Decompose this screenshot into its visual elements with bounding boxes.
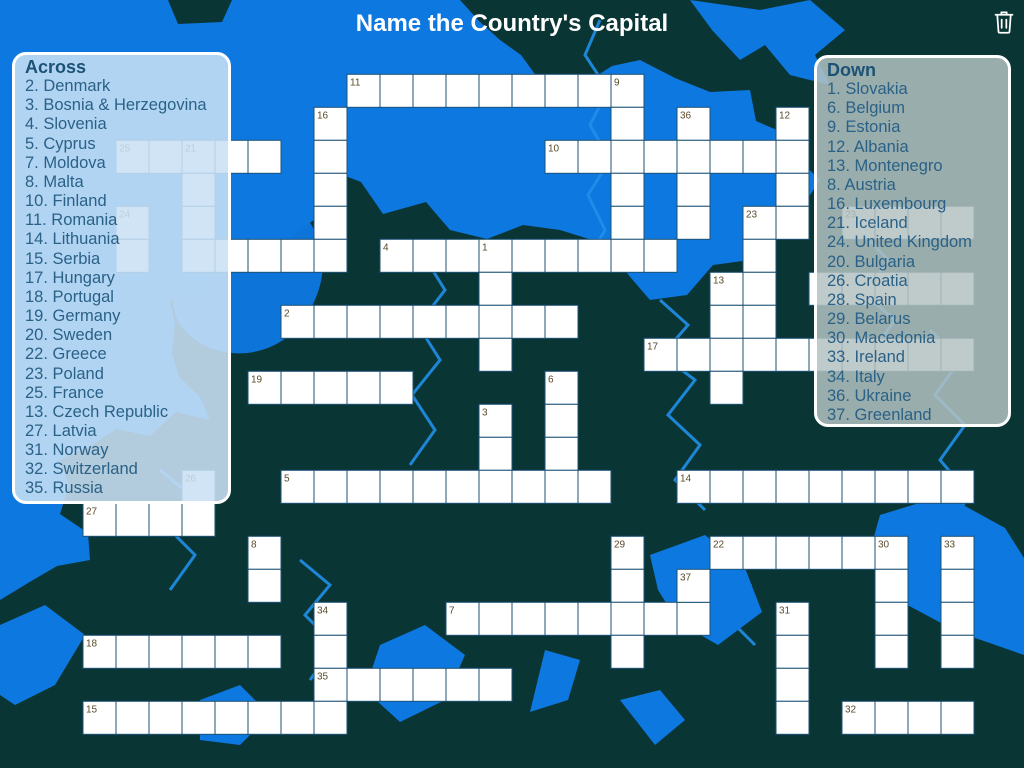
- svg-text:4: 4: [383, 242, 389, 253]
- svg-text:7: 7: [449, 605, 455, 616]
- svg-text:17: 17: [647, 341, 659, 352]
- svg-text:18: 18: [86, 638, 98, 649]
- svg-text:37: 37: [680, 572, 692, 583]
- svg-text:15: 15: [86, 704, 98, 715]
- svg-text:22: 22: [713, 539, 725, 550]
- svg-text:5: 5: [284, 473, 290, 484]
- svg-text:35: 35: [317, 671, 329, 682]
- svg-text:31: 31: [779, 605, 791, 616]
- svg-text:27: 27: [86, 506, 98, 517]
- svg-text:16: 16: [317, 110, 329, 121]
- svg-text:11: 11: [350, 77, 361, 88]
- svg-text:36: 36: [680, 110, 692, 121]
- svg-text:14: 14: [680, 473, 692, 484]
- svg-text:8: 8: [251, 539, 257, 550]
- svg-text:13: 13: [713, 275, 725, 286]
- svg-text:23: 23: [746, 209, 758, 220]
- svg-text:32: 32: [845, 704, 857, 715]
- svg-text:19: 19: [251, 374, 263, 385]
- svg-text:12: 12: [779, 110, 791, 121]
- svg-text:3: 3: [482, 407, 488, 418]
- svg-text:29: 29: [614, 539, 626, 550]
- svg-text:30: 30: [878, 539, 890, 550]
- svg-text:33: 33: [944, 539, 956, 550]
- svg-text:10: 10: [548, 143, 560, 154]
- svg-text:6: 6: [548, 374, 554, 385]
- svg-text:1: 1: [482, 242, 488, 253]
- svg-text:9: 9: [614, 77, 620, 88]
- svg-text:2: 2: [284, 308, 290, 319]
- svg-text:34: 34: [317, 605, 329, 616]
